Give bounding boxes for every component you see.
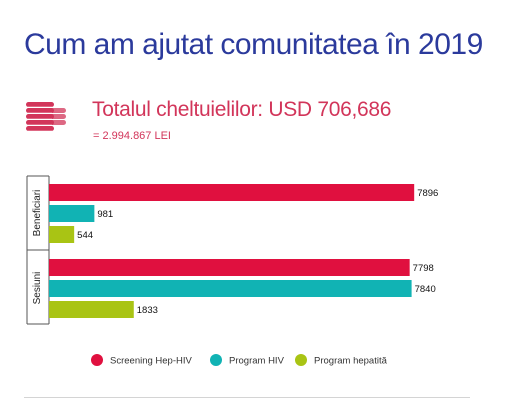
bar-beneficiari-0 [49, 184, 415, 201]
legend-label-2: Program hepatită [314, 356, 388, 367]
bar-value-label: 7840 [415, 284, 436, 295]
bar-beneficiari-1 [49, 205, 95, 222]
page-title: Cum am ajutat comunitatea în 2019 [24, 28, 483, 61]
bar-sesiuni-2 [49, 301, 134, 318]
bar-beneficiari-2 [49, 226, 75, 243]
bar-sesiuni-1 [49, 280, 412, 297]
category-label-sesiuni: Sesiuni [32, 272, 43, 305]
legend-label-1: Program HIV [229, 356, 285, 367]
total-lei-label: = 2.994.867 LEI [93, 130, 171, 142]
legend-label-0: Screening Hep-HIV [110, 356, 193, 367]
total-expenses-label: Totalul cheltuielilor: USD 706,686 [92, 98, 392, 121]
bar-value-label: 981 [97, 209, 113, 220]
bar-value-label: 7896 [417, 188, 438, 199]
bar-value-label: 1833 [137, 305, 158, 316]
legend-swatch-2 [295, 354, 307, 366]
legend-swatch-1 [210, 354, 222, 366]
category-label-beneficiari: Beneficiari [32, 190, 43, 237]
legend-swatch-0 [91, 354, 103, 366]
bar-chart: Beneficiari 7896 981 544 Sesiuni 7798 7840 1833… [26, 175, 438, 367]
bar-value-label: 7798 [413, 263, 434, 274]
bar-value-label: 544 [77, 230, 93, 241]
bar-sesiuni-0 [49, 259, 410, 276]
divider [24, 397, 470, 398]
coins-stack-icon [26, 102, 66, 132]
